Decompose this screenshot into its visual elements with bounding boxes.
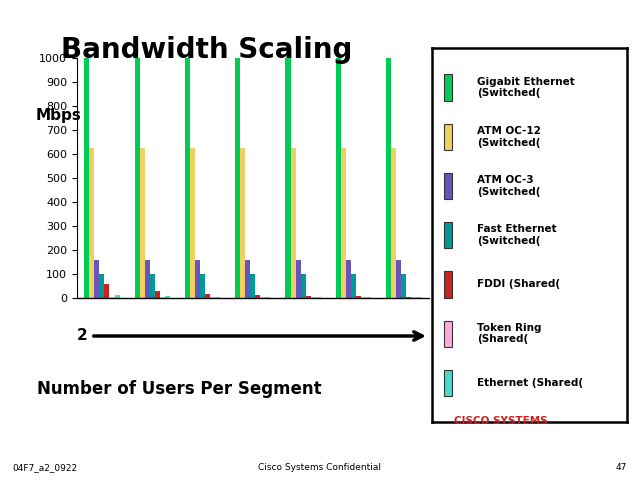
Bar: [140, 148, 145, 298]
Bar: [556, 436, 563, 468]
Bar: [291, 148, 296, 298]
Bar: [215, 297, 220, 298]
FancyBboxPatch shape: [444, 222, 452, 248]
Bar: [356, 296, 361, 298]
Bar: [296, 260, 301, 298]
Text: 04F7_a2_0922: 04F7_a2_0922: [13, 463, 78, 472]
Bar: [316, 297, 321, 298]
Bar: [195, 260, 200, 298]
Bar: [543, 444, 550, 468]
Bar: [452, 456, 460, 468]
Bar: [336, 58, 341, 298]
Bar: [109, 297, 115, 298]
Bar: [386, 58, 391, 298]
Bar: [465, 448, 472, 468]
Text: Fast Ethernet
(Switched(: Fast Ethernet (Switched(: [477, 225, 557, 246]
Bar: [341, 148, 346, 298]
Bar: [95, 260, 99, 298]
Bar: [90, 148, 95, 298]
Bar: [346, 260, 351, 298]
Bar: [266, 297, 270, 298]
Bar: [306, 296, 310, 298]
Bar: [104, 284, 109, 298]
Text: 14: 14: [454, 328, 475, 344]
Bar: [285, 58, 291, 298]
Bar: [301, 274, 306, 298]
Bar: [530, 452, 538, 468]
Bar: [134, 58, 140, 298]
Bar: [240, 148, 245, 298]
Bar: [595, 448, 602, 468]
Bar: [255, 295, 260, 298]
Text: CISCO SYSTEMS: CISCO SYSTEMS: [454, 416, 547, 426]
FancyBboxPatch shape: [444, 370, 452, 396]
Bar: [84, 58, 90, 298]
Bar: [477, 440, 485, 468]
FancyBboxPatch shape: [444, 271, 452, 298]
Bar: [250, 274, 255, 298]
Text: Number of Users Per Segment: Number of Users Per Segment: [37, 380, 321, 398]
Bar: [165, 296, 170, 298]
Text: 47: 47: [616, 463, 627, 472]
Bar: [245, 260, 250, 298]
Bar: [516, 448, 524, 468]
Bar: [582, 440, 589, 468]
FancyBboxPatch shape: [444, 124, 452, 150]
Bar: [236, 58, 240, 298]
Text: Ethernet (Shared(: Ethernet (Shared(: [477, 378, 583, 388]
Bar: [190, 148, 195, 298]
Bar: [145, 260, 150, 298]
FancyBboxPatch shape: [444, 321, 452, 347]
Bar: [504, 440, 511, 468]
Text: ATM OC-12
(Switched(: ATM OC-12 (Switched(: [477, 126, 541, 147]
Bar: [99, 274, 104, 298]
FancyBboxPatch shape: [444, 74, 452, 101]
Text: Cisco Systems Confidential: Cisco Systems Confidential: [259, 463, 381, 472]
Bar: [155, 291, 160, 298]
Bar: [406, 297, 411, 298]
Bar: [351, 274, 356, 298]
Bar: [491, 432, 499, 468]
Text: Token Ring
(Shared(: Token Ring (Shared(: [477, 323, 541, 345]
Bar: [185, 58, 190, 298]
Text: FDDI (Shared(: FDDI (Shared(: [477, 279, 560, 289]
Text: Bandwidth Scaling: Bandwidth Scaling: [61, 36, 352, 64]
Bar: [391, 148, 396, 298]
Text: ATM OC-3
(Switched(: ATM OC-3 (Switched(: [477, 175, 540, 197]
Bar: [205, 294, 210, 298]
Bar: [115, 295, 120, 298]
Text: 2: 2: [77, 328, 88, 344]
FancyBboxPatch shape: [444, 173, 452, 199]
Bar: [569, 432, 577, 468]
Bar: [150, 274, 155, 298]
Bar: [200, 274, 205, 298]
Text: Mbps: Mbps: [35, 108, 81, 123]
Bar: [160, 297, 165, 298]
Bar: [401, 274, 406, 298]
Bar: [396, 260, 401, 298]
Text: Gigabit Ethernet
(Switched(: Gigabit Ethernet (Switched(: [477, 77, 575, 98]
